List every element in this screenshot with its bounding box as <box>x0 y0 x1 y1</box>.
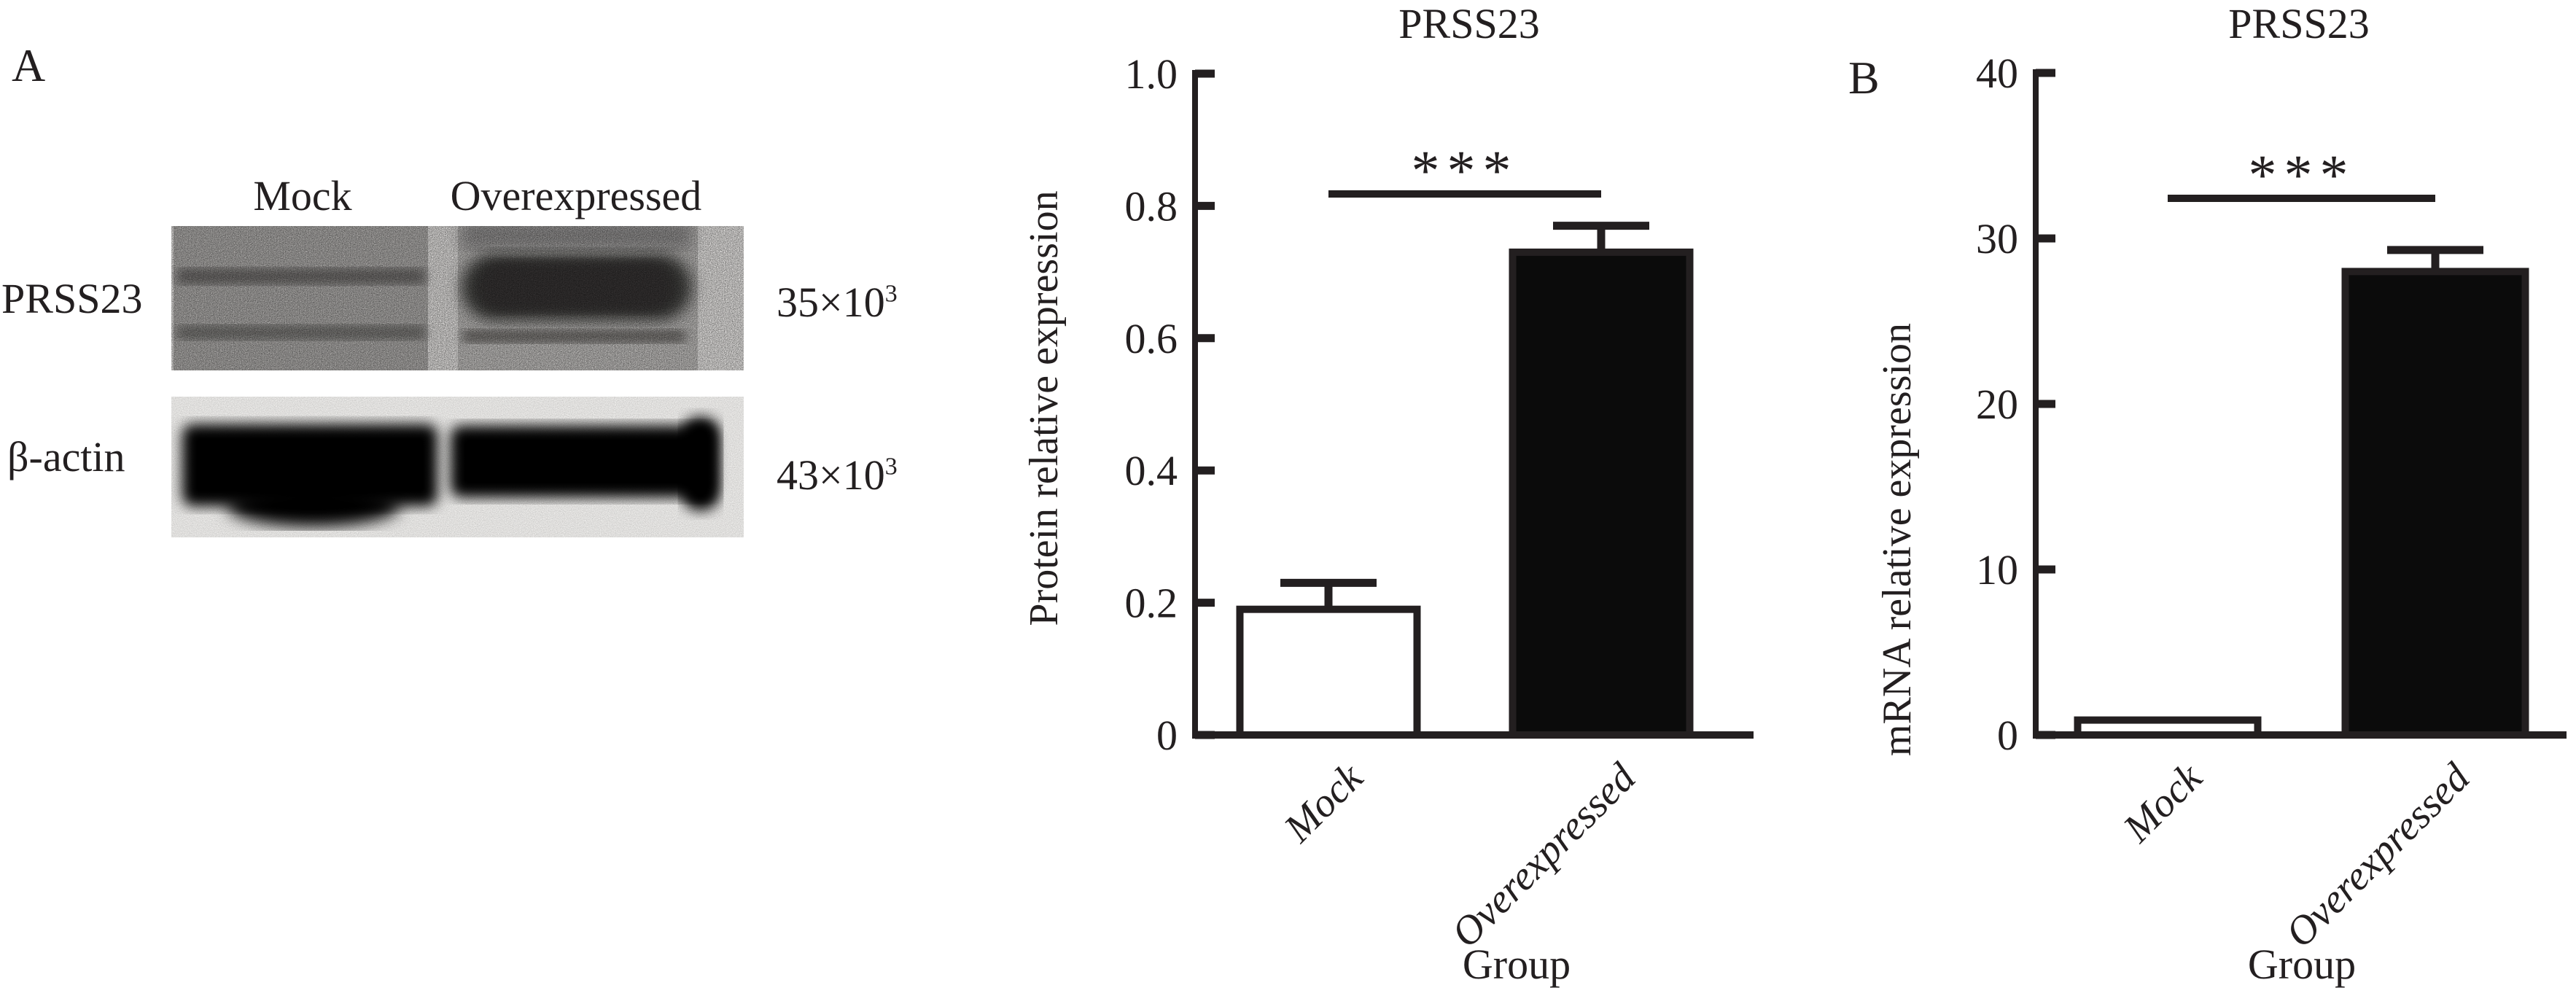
blot-row-label-beta-actin: β-actin <box>7 433 125 481</box>
y-tick-label: 0.2 <box>1125 580 1178 627</box>
chart-title: PRSS23 <box>2228 0 2369 47</box>
panel-b-label: B <box>1848 52 1880 104</box>
x-axis-label: Group <box>1463 941 1571 988</box>
bar-mock <box>1236 605 1421 739</box>
prss23-blot-image <box>171 226 744 370</box>
y-tick-label: 0 <box>1156 712 1178 759</box>
mw-35-exponent: 3 <box>884 280 898 308</box>
chart-title: PRSS23 <box>1398 0 1539 47</box>
y-tick-label: 20 <box>1976 381 2018 428</box>
lane-label-mock: Mock <box>253 172 352 219</box>
y-tick-label: 0.8 <box>1125 182 1178 230</box>
molecular-weight-35: 35×103 <box>777 281 898 324</box>
y-tick-label: 1.0 <box>1125 50 1178 98</box>
molecular-weight-43: 43×103 <box>777 454 898 497</box>
x-category-label: Overexpressed <box>2277 755 2479 957</box>
film-grain-overlay <box>171 226 744 370</box>
mw-43-base: 43×10 <box>777 451 885 499</box>
y-axis-label: Protein relative expression <box>1022 190 1067 626</box>
bar-overexpressed <box>1509 248 1694 739</box>
beta-actin-blot-image <box>171 397 744 537</box>
bar-overexpressed <box>2341 268 2529 739</box>
y-tick-label: 40 <box>1976 50 2018 97</box>
blot-row-label-prss23: PRSS23 <box>1 275 143 322</box>
x-category-label: Mock <box>1275 755 1372 852</box>
film-grain-overlay <box>171 397 744 537</box>
protein-expression-chart: PRSS23 Protein relative expression Group… <box>1022 0 1754 988</box>
x-category-label: Mock <box>2114 755 2211 852</box>
y-tick-label: 0.6 <box>1125 315 1178 362</box>
y-axis-label: mRNA relative expression <box>1875 323 1920 756</box>
panel-a-label: A <box>12 39 46 91</box>
bar-mock <box>2074 716 2262 739</box>
mrna-expression-chart: B PRSS23 mRNA relative expression Group … <box>1848 0 2567 988</box>
mw-35-base: 35×10 <box>777 279 885 326</box>
lane-label-overexpressed: Overexpressed <box>450 172 702 219</box>
x-category-label: Overexpressed <box>1443 755 1645 957</box>
y-tick-label: 0.4 <box>1125 447 1178 494</box>
x-axis-label: Group <box>2248 941 2356 988</box>
mw-43-exponent: 3 <box>884 453 898 481</box>
y-tick-label: 30 <box>1976 215 2018 262</box>
y-tick-label: 0 <box>1997 712 2018 759</box>
y-tick-label: 10 <box>1976 546 2018 594</box>
